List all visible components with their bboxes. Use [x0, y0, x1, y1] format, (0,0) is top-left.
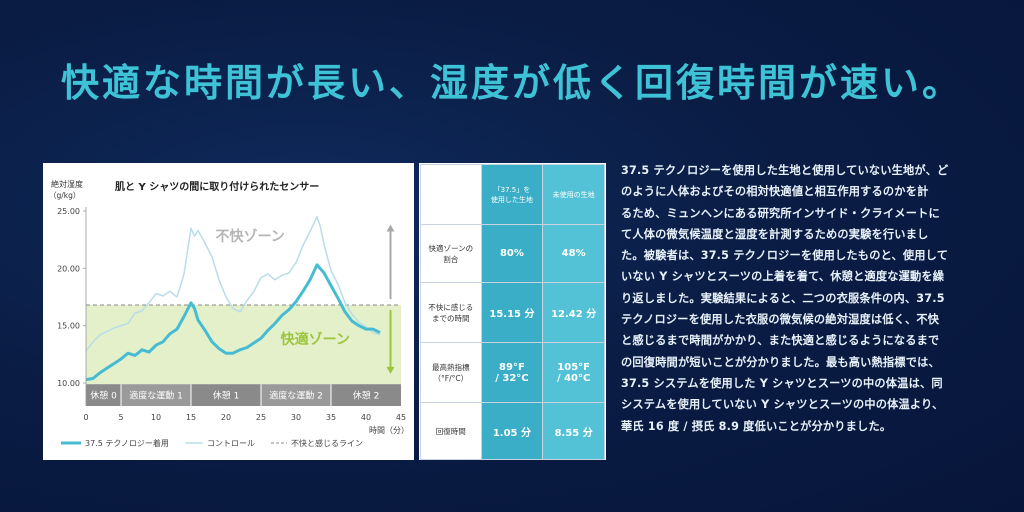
phase-band — [121, 384, 191, 406]
phase-label: 休憩 1 — [213, 390, 240, 402]
phase-band — [261, 384, 331, 406]
x-tick-label: 5 — [118, 413, 123, 422]
description-line: と感じるまで時間がかかり、また快適と感じるようになるまで — [621, 334, 940, 348]
comparison-table: 「37.5」を 使用した生地 未使用の生地 快適ゾーンの 割合 80% 48% … — [420, 164, 605, 460]
phase-band — [331, 384, 401, 406]
row-label-line2: 割合 — [443, 254, 459, 264]
untreated-value-line1: 105°F — [557, 361, 590, 373]
row-label-line2: までの時間 — [432, 313, 470, 323]
table-row: 回復時間 1.05 分 8.55 分 — [420, 402, 605, 460]
treated-value: 1.05 分 — [480, 402, 544, 460]
x-axis-label: 時間（分） — [369, 426, 409, 435]
humidity-chart: 休憩 0 適度な運動 1 休憩 1 適度な運動 2 休憩 2 10.00 15.00 20.… — [49, 179, 409, 448]
technology-series-line — [85, 263, 381, 382]
treated-value-line2: / 32°C — [495, 372, 529, 384]
description-line: システムを使用していない Y シャツとスーツの中の体温より、 — [621, 398, 944, 412]
legend-label-technology: 37.5 テクノロジー着用 — [85, 438, 169, 448]
description-line: テクノロジーを使用した衣服の微気候の絶対湿度は低く、不快 — [621, 313, 940, 327]
y-tick-label: 15.00 — [57, 322, 80, 331]
phase-band — [191, 384, 261, 406]
y-tick-label: 20.00 — [57, 264, 80, 273]
untreated-value: 105°F / 40°C — [542, 342, 605, 403]
x-tick-label: 40 — [361, 413, 371, 422]
comfortable-arrowhead — [386, 366, 395, 374]
description-line: いない Y シャツとスーツの上着を着て、休憩と適度な運動を繰 — [621, 270, 945, 284]
table-corner — [420, 164, 482, 225]
row-label-line1: 快適ゾーンの — [428, 243, 474, 253]
comparison-table-wrap: 「37.5」を 使用した生地 未使用の生地 快適ゾーンの 割合 80% 48% … — [419, 163, 606, 460]
x-tick-label: 15 — [186, 413, 196, 422]
description-line: のように人体およびその相対快適値と相互作用するのかを計 — [621, 185, 929, 199]
col-header-untreated: 未使用の生地 — [542, 164, 605, 225]
description-line: の回復時間が短いことが分かりました。最も高い熱指標では、 — [621, 355, 940, 369]
x-tick-label: 20 — [221, 413, 231, 422]
table-row: 不快に感じる までの時間 15.15 分 12.42 分 — [420, 282, 605, 343]
control-series-line — [85, 215, 381, 352]
y-tick-label: 10.00 — [57, 379, 80, 388]
untreated-value: 12.42 分 — [542, 282, 605, 343]
y-axis-label: 絶対湿度 — [51, 179, 83, 189]
row-label: 回復時間 — [420, 402, 482, 460]
col-header-treated: 「37.5」を 使用した生地 — [480, 164, 544, 225]
description-line: 37.5 システムを使用した Y シャツとスーツの中の体温は、同 — [621, 376, 943, 390]
x-tick-label: 30 — [291, 413, 301, 422]
untreated-value: 8.55 分 — [542, 402, 605, 460]
legend-label-control: コントロール — [207, 439, 255, 448]
x-tick-label: 10 — [151, 413, 161, 422]
headline: 快適な時間が長い、湿度が低く回復時間が速い。 — [60, 61, 963, 105]
description-line: た。被験者は、37.5 テクノロジーを使用したものと、使用して — [621, 249, 949, 263]
humidity-chart-card: 休憩 0 適度な運動 1 休憩 1 適度な運動 2 休憩 2 10.00 15.00 20.… — [43, 163, 414, 460]
treated-value-line1: 89°F — [499, 361, 525, 373]
col-header-treated-line2: 使用した生地 — [490, 195, 533, 204]
x-tick-label: 45 — [396, 413, 406, 422]
phase-label: 休憩 0 — [90, 390, 117, 402]
col-header-treated-line1: 「37.5」を — [493, 185, 531, 194]
y-axis-unit: （g/kg） — [49, 191, 80, 200]
uncomfortable-arrowhead — [386, 224, 395, 232]
treated-value: 80% — [480, 224, 544, 283]
chart-title: 肌と Y シャツの間に取り付けられたセンサー — [115, 180, 319, 193]
row-label: 最高熱指標 （°F/°C） — [420, 342, 482, 403]
description-line: て人体の微気候温度と湿度を計測するための実験を行いまし — [621, 227, 929, 241]
description-line: り返しました。実験結果によると、二つの衣服条件の内、37.5 — [621, 291, 945, 305]
legend-label-threshold: 不快と感じるライン — [291, 438, 363, 448]
row-label-line2: （°F/°C） — [433, 373, 469, 383]
phase-band — [86, 384, 121, 406]
row-label-line1: 不快に感じる — [428, 302, 474, 312]
y-tick-label: 25.00 — [57, 207, 80, 216]
treated-value: 15.15 分 — [480, 282, 544, 343]
untreated-value-line2: / 40°C — [556, 372, 591, 384]
row-label: 快適ゾーンの 割合 — [420, 224, 482, 283]
table-row: 最高熱指標 （°F/°C） 89°F / 32°C 105°F / 40°C — [420, 342, 605, 403]
treated-value: 89°F / 32°C — [480, 342, 544, 403]
uncomfortable-zone-label: 不快ゾーン — [216, 228, 285, 245]
description-text: 37.5 テクノロジーを使用した生地と使用していない生地が、ど のように人体および… — [621, 160, 1001, 437]
x-tick-label: 35 — [326, 413, 336, 422]
description-line: 華氏 16 度 / 摂氏 8.9 度低いことが分かりました。 — [621, 419, 892, 433]
x-tick-label: 25 — [256, 413, 266, 422]
comfortable-zone-label: 快適ゾーン — [281, 331, 350, 348]
table-row: 快適ゾーンの 割合 80% 48% — [420, 224, 605, 283]
phase-label: 適度な運動 2 — [269, 390, 323, 402]
description-line: 37.5 テクノロジーを使用した生地と使用していない生地が、ど — [621, 164, 949, 177]
description-line: るため、ミュンヘンにある研究所インサイド・クライメートに — [621, 206, 940, 220]
row-label: 不快に感じる までの時間 — [420, 282, 482, 343]
untreated-value: 48% — [542, 224, 605, 283]
phase-label: 適度な運動 1 — [129, 390, 183, 402]
row-label-line1: 最高熱指標 — [432, 362, 470, 372]
x-tick-label: 0 — [83, 413, 88, 422]
phase-label: 休憩 2 — [353, 390, 380, 402]
